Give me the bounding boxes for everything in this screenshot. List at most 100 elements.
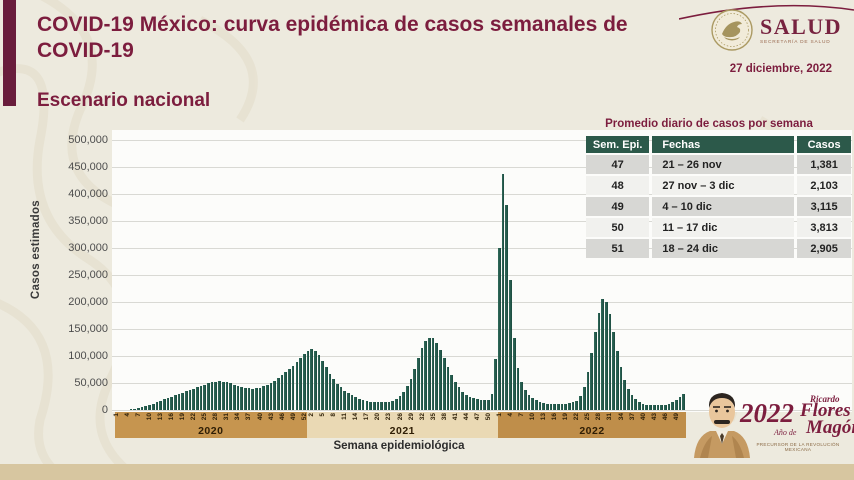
fm-tagline: Año de <box>774 428 797 437</box>
bar <box>597 312 601 410</box>
bar <box>516 367 520 410</box>
table-row: 49 4 – 10 dic 3,115 <box>586 197 851 216</box>
bar <box>148 404 151 410</box>
bar <box>159 400 162 410</box>
bar <box>376 402 380 410</box>
year-label: 2021 <box>389 425 415 437</box>
bar <box>170 396 173 410</box>
gridline <box>112 383 852 384</box>
y-tick-label: 250,000 <box>68 269 108 281</box>
bar <box>266 384 269 410</box>
bottom-band <box>0 464 854 480</box>
bar <box>155 402 159 410</box>
bar <box>280 375 284 410</box>
bar-series <box>115 130 686 410</box>
bar <box>428 337 431 410</box>
bar <box>531 398 534 410</box>
gridline <box>112 221 852 222</box>
bar <box>288 369 291 410</box>
bar <box>660 405 663 410</box>
bar <box>181 392 184 410</box>
bar <box>262 386 266 410</box>
fm-magon: Magón <box>806 417 854 438</box>
bar <box>590 353 593 410</box>
gridline <box>112 275 852 276</box>
gridline <box>112 140 852 141</box>
bar <box>225 382 229 410</box>
bar <box>413 368 417 410</box>
left-accent-bar <box>3 0 16 106</box>
bar <box>321 360 324 410</box>
bar <box>358 398 361 410</box>
bar <box>608 313 612 410</box>
bar <box>424 341 428 410</box>
bar <box>538 401 542 410</box>
bar <box>177 394 181 410</box>
bar <box>638 401 641 410</box>
bar <box>350 395 354 410</box>
bar <box>166 398 170 410</box>
bar <box>652 405 656 410</box>
year-band-2020: 2020 <box>115 412 307 438</box>
bar <box>634 399 638 410</box>
bar <box>645 404 649 410</box>
table-cell: 21 – 26 nov <box>652 155 795 174</box>
bar <box>450 374 453 410</box>
bar <box>192 388 196 410</box>
bar <box>251 388 254 410</box>
bar <box>240 387 243 410</box>
fm-subtitle: PRECURSOR DE LA REVOLUCIÓN MEXICANA <box>756 442 840 452</box>
y-tick-label: 450,000 <box>68 161 108 173</box>
fm-flores: Flores <box>800 400 851 421</box>
bar <box>472 398 475 410</box>
y-tick-label: 0 <box>101 404 108 416</box>
bar <box>162 399 166 410</box>
bar <box>476 399 479 410</box>
bar <box>560 403 564 410</box>
bar <box>383 402 387 410</box>
table-cell: 50 <box>586 218 650 237</box>
y-tick-label: 50,000 <box>74 377 108 389</box>
x-axis-title: Semana epidemiológica <box>333 440 465 452</box>
bar <box>313 350 317 410</box>
fm-year: 2022 <box>740 398 794 428</box>
bar <box>277 378 280 410</box>
table-header-cell: Fechas <box>652 136 795 153</box>
bar <box>361 399 365 410</box>
portrait-icon <box>694 393 750 458</box>
bar <box>336 383 339 410</box>
bar <box>487 399 490 410</box>
bar <box>417 358 420 410</box>
bar <box>446 366 450 410</box>
bar <box>284 372 288 410</box>
bar <box>409 378 413 410</box>
bar <box>553 404 557 410</box>
bar <box>453 381 457 410</box>
bar <box>649 405 652 410</box>
gridline <box>112 329 852 330</box>
table-cell: 1,381 <box>797 155 851 174</box>
bar <box>671 402 674 410</box>
salud-subtitle: SECRETARÍA DE SALUD <box>760 39 831 45</box>
table-cell: 51 <box>586 239 650 258</box>
table-cell: 11 – 17 dic <box>652 218 795 237</box>
bar <box>310 348 313 410</box>
bar <box>498 248 501 410</box>
y-axis-title: Casos estimados <box>30 200 42 300</box>
table-cell: 2,103 <box>797 176 851 195</box>
bar <box>221 381 225 410</box>
bar <box>188 390 192 410</box>
bar <box>612 331 615 410</box>
bar <box>483 400 487 410</box>
bar <box>564 403 568 410</box>
bar <box>273 380 277 410</box>
bar <box>243 387 247 410</box>
bar <box>468 396 472 410</box>
y-tick-label: 500,000 <box>68 134 108 146</box>
bar <box>593 331 597 410</box>
bar <box>332 378 336 410</box>
bar <box>295 361 299 410</box>
bar <box>534 400 538 410</box>
bar <box>210 382 214 410</box>
